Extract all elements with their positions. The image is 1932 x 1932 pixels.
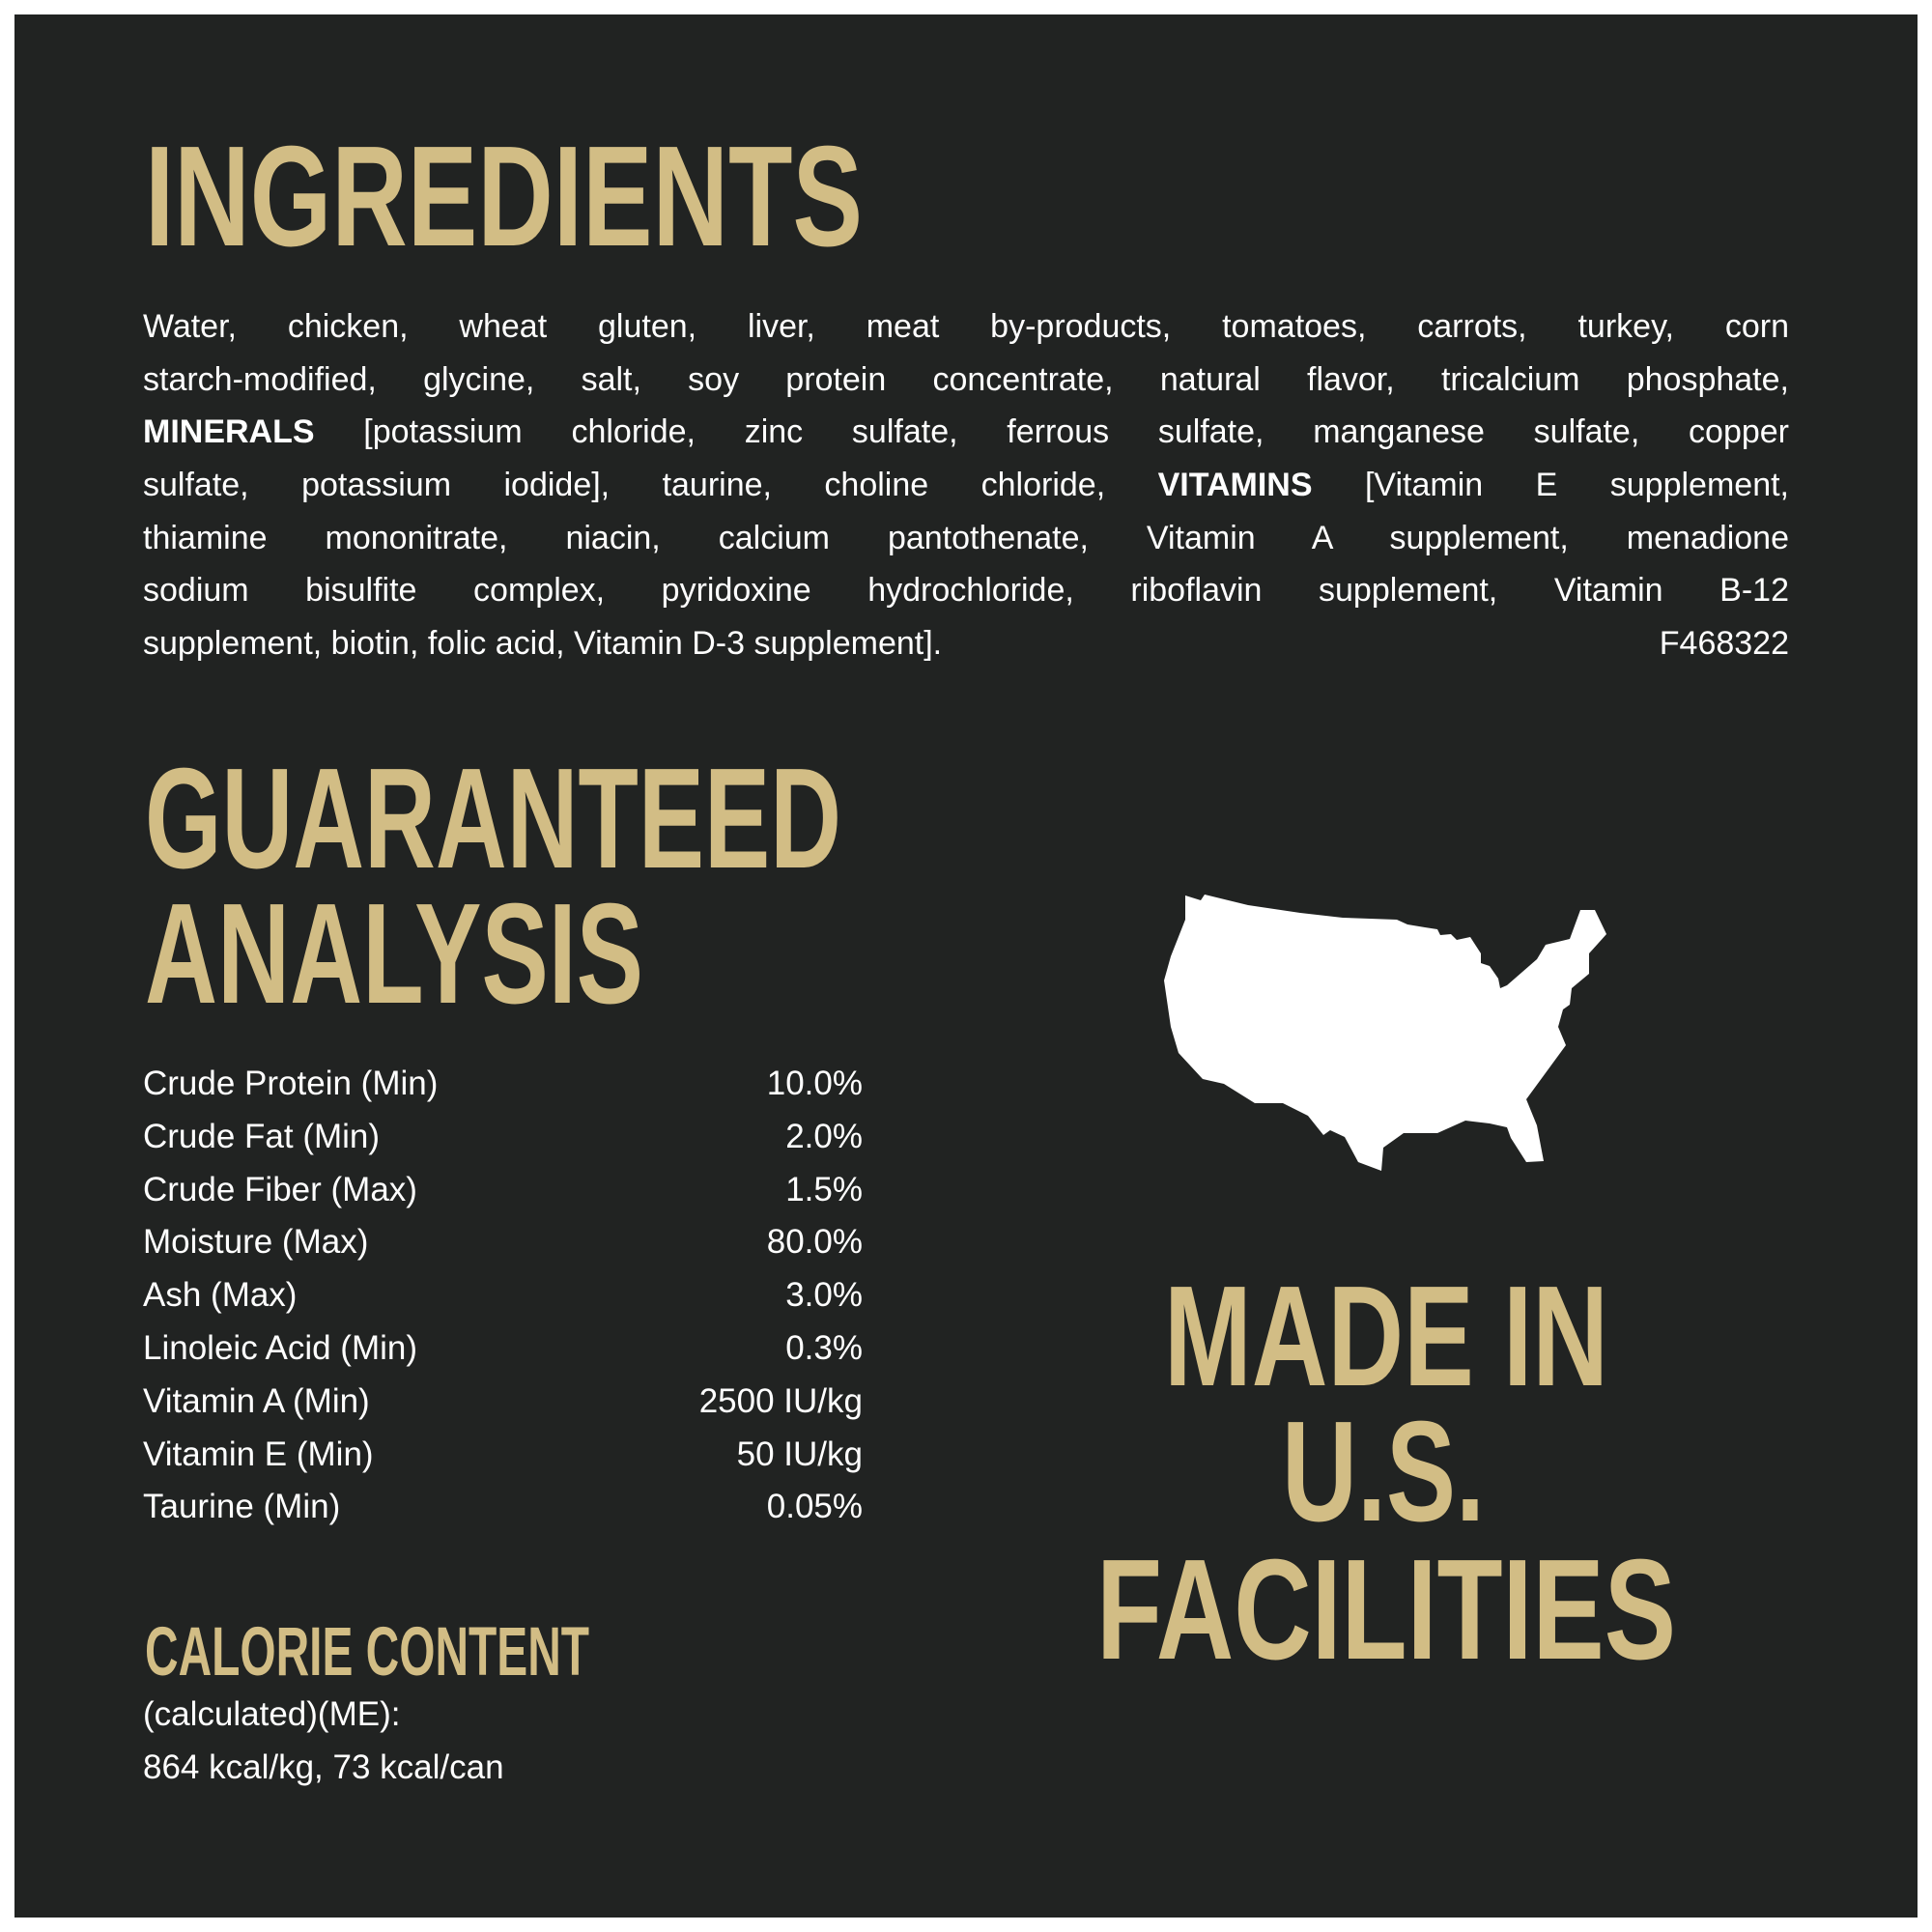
analysis-row: Linoleic Acid (Min) 0.3% [143, 1322, 863, 1376]
ingredient-group-label: MINERALS [143, 413, 315, 451]
analysis-row: Vitamin E (Min) 50 IU/kg [143, 1429, 863, 1482]
label-panel [14, 14, 1918, 1918]
analysis-row: Moisture (Max) 80.0% [143, 1216, 863, 1269]
analysis-row: Crude Fat (Min) 2.0% [143, 1111, 863, 1164]
analysis-table: Crude Protein (Min) 10.0% Crude Fat (Min) 2… [143, 1058, 863, 1534]
analysis-label: Moisture (Max) [143, 1223, 369, 1262]
made-in-line2: U.S. [1282, 1392, 1485, 1551]
ingredients-title: INGREDIENTS [145, 117, 863, 276]
analysis-value: 0.05% [766, 1488, 863, 1526]
analysis-label: Vitamin E (Min) [143, 1435, 374, 1473]
analysis-value: 3.0% [785, 1276, 863, 1315]
ingredients-text-end: supplement, biotin, folic acid, Vitamin … [143, 625, 943, 663]
analysis-label: Linoleic Acid (Min) [143, 1328, 417, 1367]
ingredients-text: thiamine mononitrate, niacin, calcium pa… [143, 519, 1789, 556]
ingredients-text: sulfate, potassium iodide], taurine, cho… [143, 467, 1158, 504]
analysis-label: Crude Fat (Min) [143, 1117, 381, 1155]
guaranteed-analysis-title-line1: GUARANTEED [145, 739, 841, 898]
formula-code: F468322 [1659, 625, 1789, 663]
made-in-line3: FACILITIES [1096, 1530, 1676, 1690]
analysis-label: Ash (Max) [143, 1276, 298, 1315]
analysis-value: 10.0% [766, 1065, 863, 1102]
analysis-label: Crude Protein (Min) [143, 1065, 439, 1102]
ingredients-line: sulfate, potassium iodide], taurine, cho… [143, 459, 1789, 512]
analysis-row: Taurine (Min) 0.05% [143, 1481, 863, 1534]
calorie-method: (calculated)(ME): [143, 1695, 401, 1733]
analysis-label: Taurine (Min) [143, 1488, 341, 1526]
ingredients-line: sodium bisulfite complex, pyridoxine hyd… [143, 564, 1789, 617]
ingredients-list: Water, chicken, wheat gluten, liver, mea… [143, 300, 1789, 670]
ingredients-text: Water, chicken, wheat gluten, liver, mea… [143, 308, 1789, 345]
usa-map-shape [1164, 895, 1606, 1171]
ingredients-last-line: supplement, biotin, folic acid, Vitamin … [143, 617, 1789, 670]
guaranteed-analysis-title-line2: ANALYSIS [145, 874, 643, 1034]
ingredients-line: MINERALS [potassium chloride, zinc sulfa… [143, 406, 1789, 459]
ingredients-line: starch-modified, glycine, salt, soy prot… [143, 354, 1789, 407]
ingredients-text: sodium bisulfite complex, pyridoxine hyd… [143, 572, 1789, 610]
analysis-row: Ash (Max) 3.0% [143, 1269, 863, 1322]
analysis-label: Crude Fiber (Max) [143, 1170, 417, 1208]
analysis-value: 2500 IU/kg [698, 1381, 863, 1420]
ingredients-text: starch-modified, glycine, salt, soy prot… [143, 360, 1789, 398]
analysis-value: 1.5% [785, 1170, 863, 1208]
analysis-value: 50 IU/kg [736, 1435, 863, 1473]
made-in-line1: MADE IN [1164, 1257, 1608, 1416]
analysis-row: Vitamin A (Min) 2500 IU/kg [143, 1376, 863, 1429]
analysis-value: 2.0% [785, 1117, 863, 1155]
ingredients-line: Water, chicken, wheat gluten, liver, mea… [143, 300, 1789, 354]
analysis-label: Vitamin A (Min) [143, 1381, 370, 1420]
analysis-row: Crude Protein (Min) 10.0% [143, 1058, 863, 1111]
analysis-value: 0.3% [785, 1328, 863, 1367]
ingredients-line: thiamine mononitrate, niacin, calcium pa… [143, 512, 1789, 565]
ingredients-text: [potassium chloride, zinc sulfate, ferro… [314, 413, 1789, 451]
analysis-row: Crude Fiber (Max) 1.5% [143, 1164, 863, 1217]
analysis-value: 80.0% [766, 1223, 863, 1262]
ingredient-group-label: VITAMINS [1157, 467, 1313, 504]
calorie-content-title: CALORIE CONTENT [145, 1614, 589, 1690]
calorie-value: 864 kcal/kg, 73 kcal/can [143, 1748, 504, 1786]
ingredients-text: [Vitamin E supplement, [1312, 467, 1789, 504]
